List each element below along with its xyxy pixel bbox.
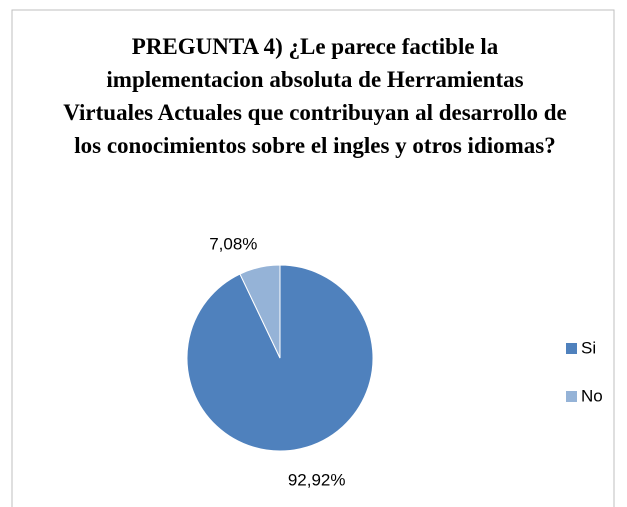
legend-swatch	[566, 391, 577, 402]
legend-label: No	[581, 386, 603, 405]
legend-label: Si	[581, 338, 596, 357]
pie-slice	[239, 264, 281, 359]
data-label: 7,08%	[209, 234, 257, 253]
chart-border	[11, 9, 615, 507]
legend-swatch	[566, 343, 577, 354]
chart-title: PREGUNTA 4) ¿Le parece factible la imple…	[63, 34, 567, 158]
pie-slice	[186, 264, 374, 452]
data-label: 92,92%	[288, 471, 346, 490]
